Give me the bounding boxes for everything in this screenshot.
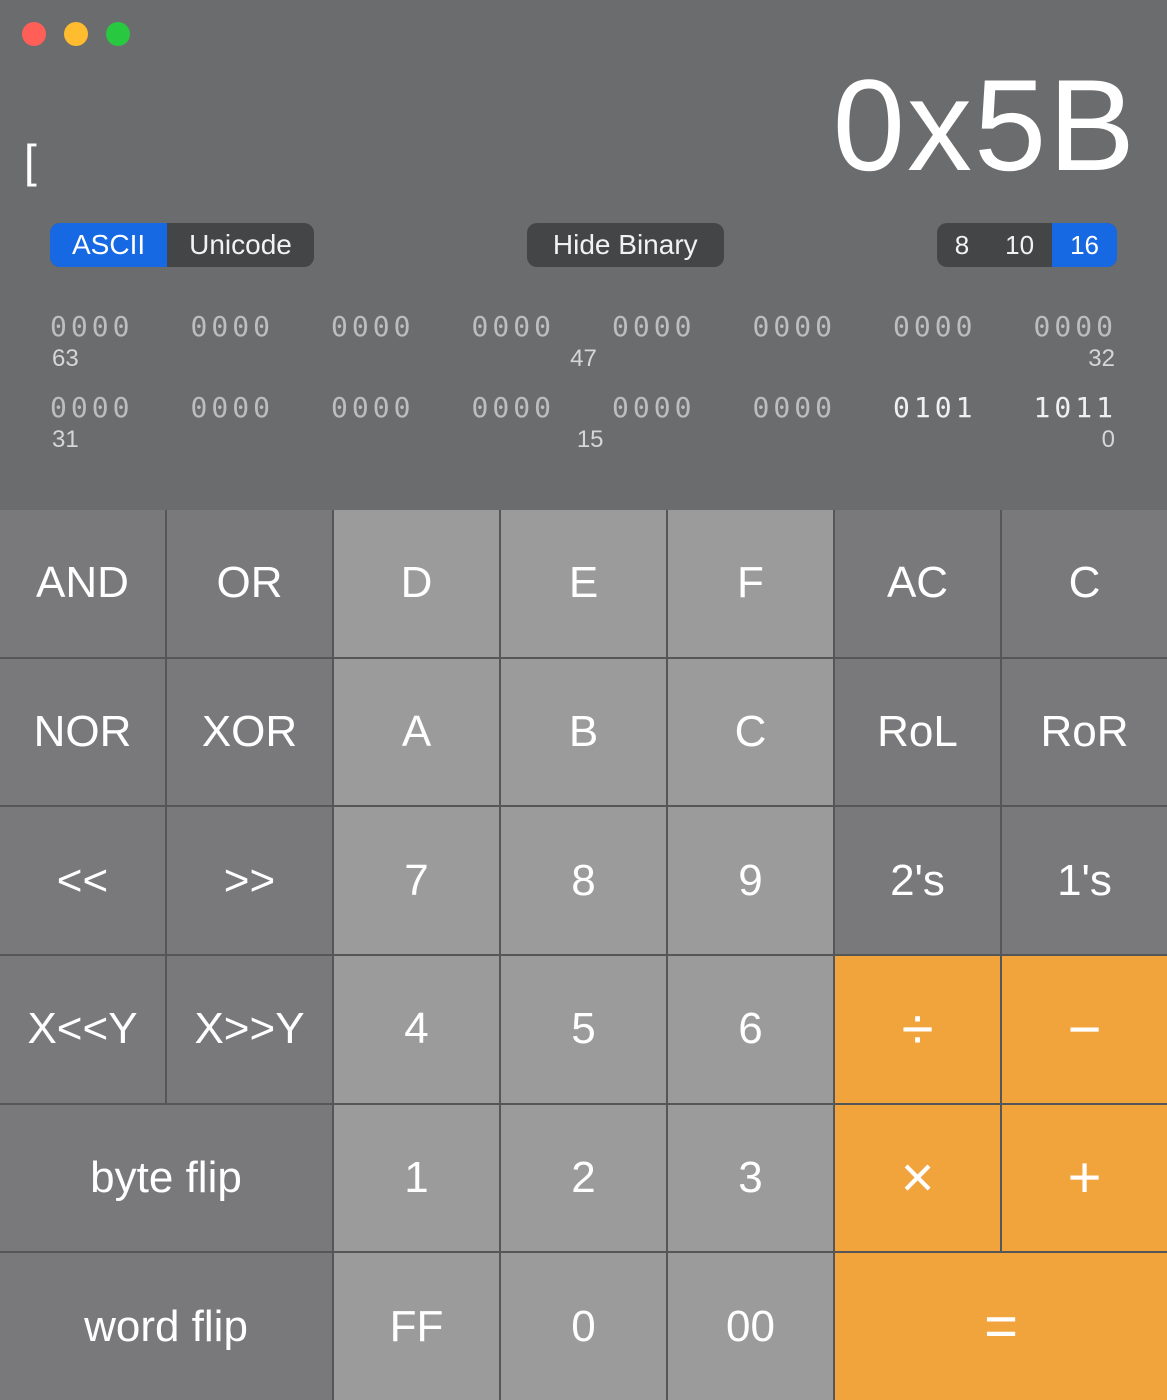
bit-index-31: 31 [52, 426, 79, 454]
key-d4[interactable]: 4 [334, 956, 499, 1103]
key-d3[interactable]: 3 [668, 1105, 833, 1252]
bit-row-upper[interactable]: 0000 0000 0000 0000 0000 0000 0000 0000 [50, 310, 1117, 343]
bit-index-15: 15 [577, 426, 604, 454]
bit-nibble[interactable]: 0000 [753, 391, 836, 424]
key-multiply[interactable]: × [835, 1105, 1000, 1252]
key-nor[interactable]: NOR [0, 659, 165, 806]
control-row: ASCIIUnicode Hide Binary 81016 [0, 210, 1167, 280]
key-xor[interactable]: XOR [167, 659, 332, 806]
key-equals[interactable]: = [835, 1253, 1167, 1400]
key-clear[interactable]: C [1002, 510, 1167, 657]
key-xshry[interactable]: X>>Y [167, 956, 332, 1103]
key-hex-f[interactable]: F [668, 510, 833, 657]
bit-nibble[interactable]: 0000 [1034, 310, 1117, 343]
bit-nibble[interactable]: 0000 [612, 391, 695, 424]
bit-nibble[interactable]: 0000 [753, 310, 836, 343]
key-d0[interactable]: 0 [501, 1253, 666, 1400]
key-hex-b[interactable]: B [501, 659, 666, 806]
bit-index-63: 63 [52, 345, 79, 373]
key-shr[interactable]: >> [167, 807, 332, 954]
bit-nibble[interactable]: 0000 [50, 310, 133, 343]
bit-nibble[interactable]: 0101 [893, 391, 976, 424]
calculator-window: [ 0x5B ASCIIUnicode Hide Binary 81016 00… [0, 0, 1167, 1400]
key-divide[interactable]: ÷ [835, 956, 1000, 1103]
display-area: [ 0x5B [0, 0, 1167, 210]
bit-nibble[interactable]: 0000 [472, 310, 555, 343]
key-xshly[interactable]: X<<Y [0, 956, 165, 1103]
key-ac[interactable]: AC [835, 510, 1000, 657]
key-hex-c[interactable]: C [668, 659, 833, 806]
bit-nibble[interactable]: 0000 [331, 310, 414, 343]
bit-nibble[interactable]: 1011 [1034, 391, 1117, 424]
bit-index-row-upper: 63 47 32 [50, 345, 1117, 373]
base-segment: 81016 [937, 223, 1117, 267]
key-and[interactable]: AND [0, 510, 165, 657]
base-option-8[interactable]: 8 [937, 223, 987, 267]
key-d7[interactable]: 7 [334, 807, 499, 954]
bit-index-32: 32 [1088, 345, 1115, 373]
main-readout: 0x5B [833, 50, 1137, 200]
key-d2[interactable]: 2 [501, 1105, 666, 1252]
encoding-option-unicode[interactable]: Unicode [167, 223, 314, 267]
key-hex-d[interactable]: D [334, 510, 499, 657]
key-word-flip[interactable]: word flip [0, 1253, 332, 1400]
bit-nibble[interactable]: 0000 [331, 391, 414, 424]
key-d1[interactable]: 1 [334, 1105, 499, 1252]
encoding-option-ascii[interactable]: ASCII [50, 223, 167, 267]
bit-nibble[interactable]: 0000 [191, 391, 274, 424]
bit-index-47: 47 [570, 345, 597, 373]
ascii-char-display: [ [24, 134, 37, 188]
key-hex-a[interactable]: A [334, 659, 499, 806]
encoding-segment: ASCIIUnicode [50, 223, 314, 267]
bit-row-lower[interactable]: 0000 0000 0000 0000 0000 0000 0101 1011 [50, 391, 1117, 424]
key-dbl0[interactable]: 00 [668, 1253, 833, 1400]
key-or[interactable]: OR [167, 510, 332, 657]
base-option-16[interactable]: 16 [1052, 223, 1117, 267]
key-shl[interactable]: << [0, 807, 165, 954]
key-d9[interactable]: 9 [668, 807, 833, 954]
key-ff[interactable]: FF [334, 1253, 499, 1400]
key-twos[interactable]: 2's [835, 807, 1000, 954]
binary-panel: 0000 0000 0000 0000 0000 0000 0000 0000 63 47 3… [0, 280, 1167, 510]
bit-nibble[interactable]: 0000 [612, 310, 695, 343]
key-ones[interactable]: 1's [1002, 807, 1167, 954]
bit-nibble[interactable]: 0000 [191, 310, 274, 343]
key-d6[interactable]: 6 [668, 956, 833, 1103]
key-d5[interactable]: 5 [501, 956, 666, 1103]
bit-nibble[interactable]: 0000 [893, 310, 976, 343]
key-rol[interactable]: RoL [835, 659, 1000, 806]
key-byte-flip[interactable]: byte flip [0, 1105, 332, 1252]
bit-index-0: 0 [1102, 426, 1115, 454]
key-hex-e[interactable]: E [501, 510, 666, 657]
key-d8[interactable]: 8 [501, 807, 666, 954]
base-option-10[interactable]: 10 [987, 223, 1052, 267]
bit-index-row-lower: 31 15 0 [50, 426, 1117, 454]
key-plus[interactable]: + [1002, 1105, 1167, 1252]
hide-binary-button[interactable]: Hide Binary [527, 223, 724, 267]
bit-nibble[interactable]: 0000 [50, 391, 133, 424]
key-minus[interactable]: − [1002, 956, 1167, 1103]
keypad: ANDORDEFACCNORXORABCRoLRoR<<>>7892's1'sX… [0, 510, 1167, 1400]
key-ror[interactable]: RoR [1002, 659, 1167, 806]
bit-nibble[interactable]: 0000 [472, 391, 555, 424]
